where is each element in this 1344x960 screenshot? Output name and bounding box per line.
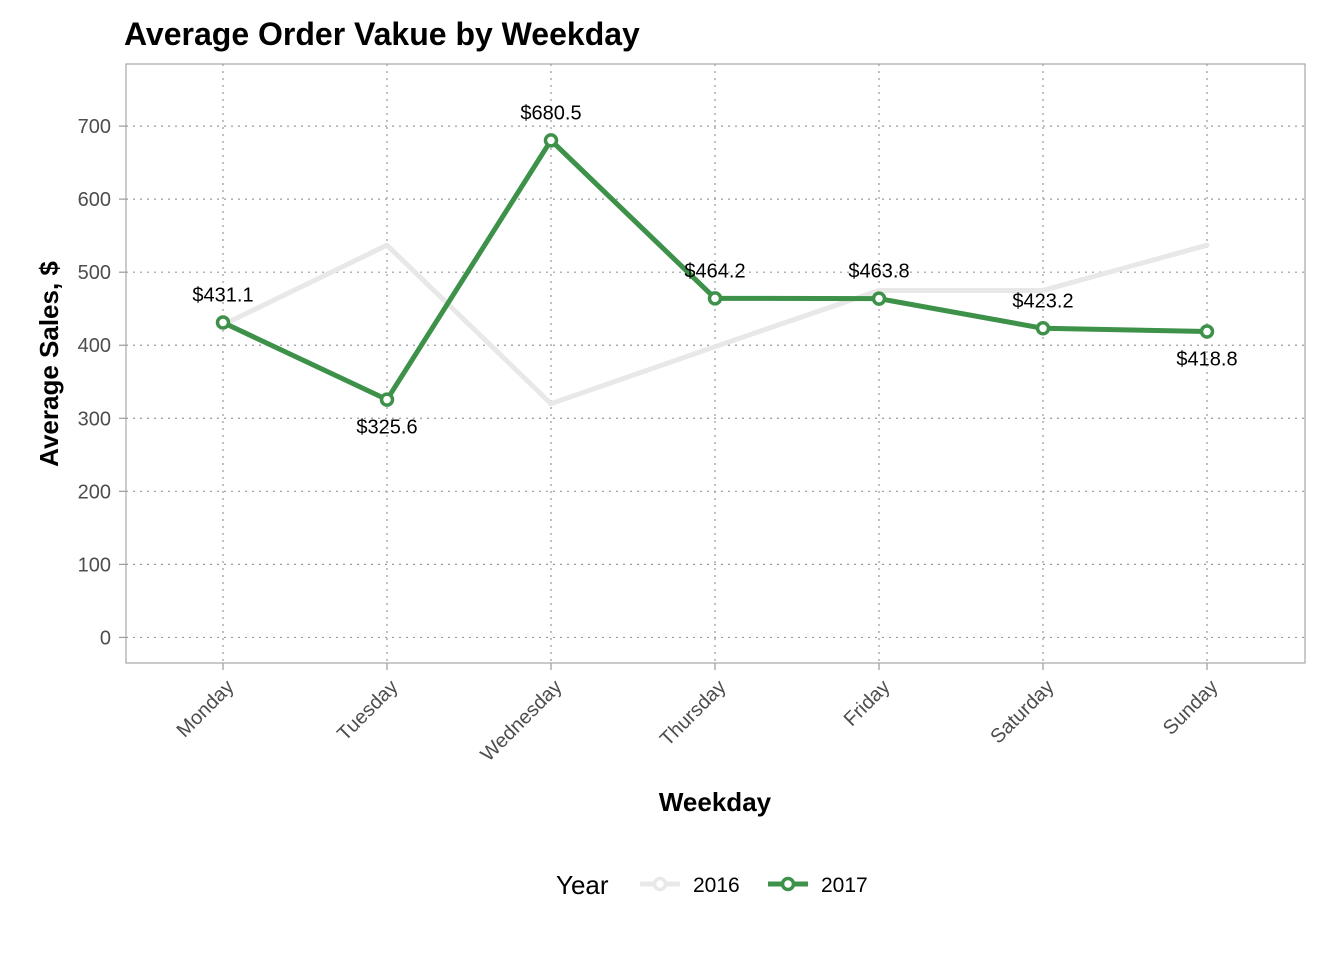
data-labels: $431.1 $325.6 $680.5 $464.2 $463.8 $423.2 $418… — [192, 102, 1237, 438]
legend-item-2016: 2016 — [640, 874, 740, 897]
legend-key-point — [780, 876, 796, 892]
x-tick-label: Tuesday — [333, 676, 402, 745]
data-label: $464.2 — [684, 260, 745, 282]
data-point — [871, 291, 887, 306]
series-line-2016 — [220, 242, 1210, 407]
series-2017 — [215, 133, 1215, 407]
y-tick-label: 400 — [78, 335, 111, 357]
y-tick-label: 700 — [78, 116, 111, 138]
y-tick-label: 200 — [78, 481, 111, 503]
data-point — [215, 315, 231, 330]
data-label: $423.2 — [1012, 290, 1073, 312]
legend-label: 2017 — [821, 874, 868, 897]
plot-panel-border — [125, 63, 1306, 664]
legend-item-2017: 2017 — [768, 874, 868, 897]
x-tick-label: Sunday — [1159, 676, 1223, 740]
legend: Year 2016 2017 — [556, 870, 868, 900]
y-tick-label: 500 — [78, 262, 111, 284]
legend-key-point — [652, 876, 668, 892]
chart-title: Average Order Vakue by Weekday — [124, 16, 640, 52]
x-axis-title: Weekday — [659, 787, 772, 817]
data-label: $463.8 — [848, 261, 909, 283]
x-tick-label: Saturday — [986, 676, 1058, 748]
y-tick-label: 100 — [78, 554, 111, 576]
y-axis-title: Average Sales, $ — [34, 261, 64, 467]
x-tick-label: Wednesday — [477, 676, 567, 766]
grid — [126, 64, 1305, 663]
data-label: $325.6 — [356, 417, 417, 439]
data-label: $680.5 — [520, 102, 581, 124]
data-point — [707, 291, 723, 306]
series — [215, 133, 1215, 407]
x-axis-ticks: Monday Tuesday Wednesday Thursday Friday Satu… — [173, 663, 1223, 766]
series-2016 — [220, 242, 1210, 407]
data-point — [1199, 324, 1215, 339]
x-tick-label: Monday — [173, 676, 239, 742]
legend-title: Year — [556, 870, 609, 900]
data-label: $418.8 — [1176, 349, 1237, 371]
data-label: $431.1 — [192, 285, 253, 307]
y-tick-label: 600 — [78, 189, 111, 211]
x-tick-label: Thursday — [656, 676, 731, 751]
data-point — [379, 392, 395, 407]
data-point — [543, 133, 559, 148]
y-axis-ticks: 0 100 200 300 400 500 600 700 — [78, 116, 126, 649]
legend-label: 2016 — [693, 874, 740, 897]
y-tick-label: 0 — [100, 627, 111, 649]
x-tick-label: Friday — [840, 676, 895, 731]
data-point — [1035, 321, 1051, 336]
y-tick-label: 300 — [78, 408, 111, 430]
